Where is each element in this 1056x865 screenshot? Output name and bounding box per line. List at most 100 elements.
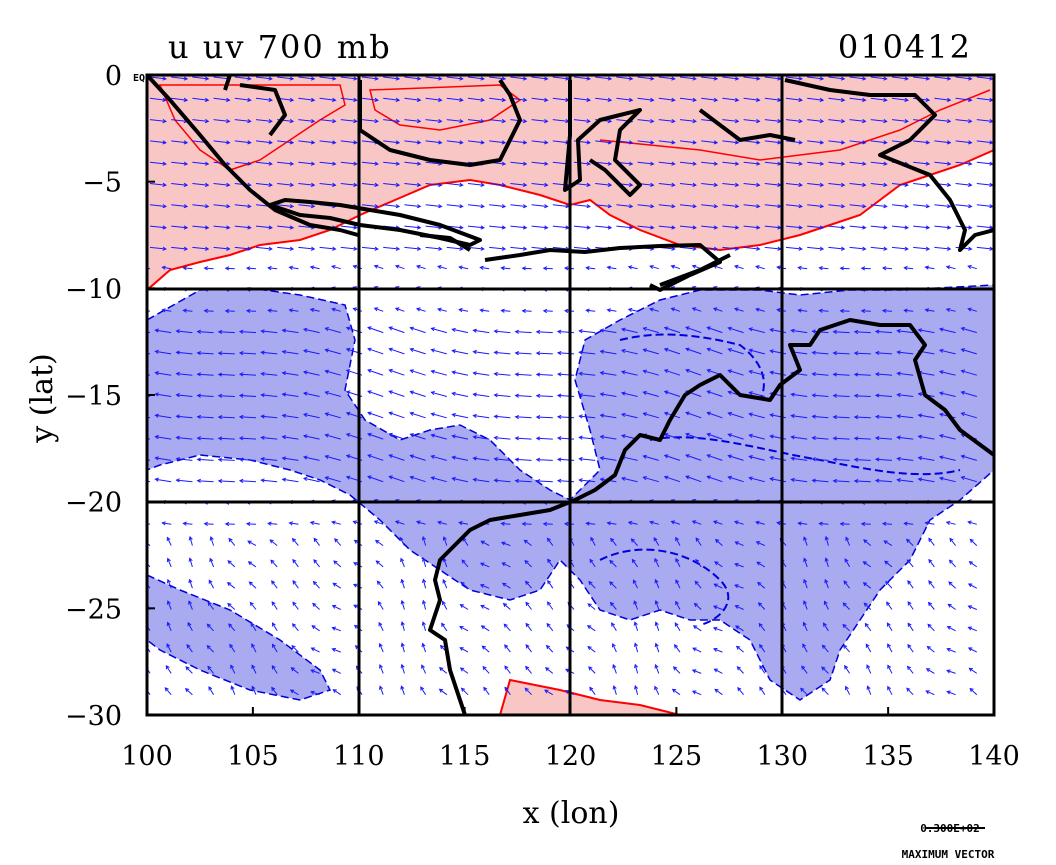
wind-vector-head <box>907 580 912 585</box>
wind-vector <box>968 647 978 653</box>
wind-vector-head <box>394 264 400 269</box>
wind-vector <box>612 664 617 674</box>
wind-vector-head <box>928 558 933 564</box>
wind-vector-head <box>459 204 464 209</box>
wind-vector-head <box>421 664 425 669</box>
wind-vector <box>807 161 824 165</box>
wind-vector-head <box>883 76 888 81</box>
wind-vector-head <box>196 329 202 334</box>
wind-vector-head <box>946 626 952 630</box>
wind-vector <box>261 330 278 334</box>
wind-vector <box>674 622 681 632</box>
wind-vector-head <box>609 601 615 607</box>
wind-vector-head <box>649 307 654 312</box>
wind-vector <box>467 225 484 229</box>
wind-vector <box>395 265 405 270</box>
wind-vector <box>679 97 696 101</box>
wind-vector-head <box>945 520 951 525</box>
wind-vector-head <box>938 476 944 481</box>
wind-vector <box>803 537 808 546</box>
wind-vector <box>749 413 765 419</box>
wind-vector-head <box>514 478 520 484</box>
wind-vector <box>325 413 341 419</box>
wind-vector <box>637 76 654 80</box>
wind-vector <box>361 204 378 207</box>
wind-vector-head <box>367 390 372 395</box>
wind-vector <box>713 605 723 610</box>
wind-vector <box>655 600 660 610</box>
wind-vector-head <box>734 584 739 589</box>
wind-vector <box>907 666 914 674</box>
wind-vector <box>579 330 596 334</box>
wind-vector-head <box>544 76 549 81</box>
wind-vector-head <box>302 349 308 354</box>
wind-vector <box>383 246 400 250</box>
wind-vector-head <box>926 645 931 650</box>
wind-vector-head <box>864 622 869 628</box>
wind-vector <box>654 558 660 568</box>
wind-vector <box>833 437 850 440</box>
wind-vector <box>913 140 930 144</box>
wind-vector-head <box>798 118 803 124</box>
wind-vector-head <box>247 204 252 209</box>
wind-vector-head <box>245 521 251 527</box>
wind-vector-head <box>332 76 337 81</box>
wind-vector-head <box>460 687 466 692</box>
wind-vector <box>425 76 442 80</box>
wind-vector-head <box>522 140 528 145</box>
wind-vector-head <box>217 329 223 335</box>
wind-vector-head <box>247 118 252 124</box>
wind-vector-head <box>607 76 613 81</box>
wind-vector-head <box>585 308 590 313</box>
wind-vector <box>714 561 723 568</box>
wind-vector-head <box>196 414 202 420</box>
wind-vector <box>875 373 893 376</box>
wind-vector <box>590 537 596 546</box>
wind-vector <box>446 76 463 80</box>
wind-vector-head <box>946 204 952 209</box>
wind-vector <box>239 416 257 419</box>
wind-vector-head <box>727 454 732 459</box>
wind-vector <box>255 161 272 165</box>
wind-vector-head <box>819 182 825 188</box>
wind-vector-head <box>226 204 231 209</box>
wind-vector-head <box>395 97 401 102</box>
wind-vector <box>573 76 590 80</box>
wind-vector-head <box>331 307 336 312</box>
wind-vector-head <box>713 647 718 652</box>
wind-vector-head <box>451 327 456 332</box>
wind-vector <box>722 161 739 165</box>
wind-vector-head <box>917 413 923 418</box>
wind-vector-head <box>544 667 550 672</box>
wind-vector-head <box>798 182 803 188</box>
wind-vector <box>714 583 723 589</box>
wind-vector <box>437 308 447 312</box>
wind-vector-head <box>906 687 911 692</box>
wind-vector <box>679 225 696 229</box>
wind-vector-head <box>863 602 868 607</box>
wind-vector <box>870 76 887 80</box>
wind-vector <box>443 536 448 546</box>
wind-vector-head <box>422 578 427 584</box>
wind-vector-head <box>612 685 617 690</box>
wind-vector-head <box>692 647 697 652</box>
wind-vector <box>675 537 681 546</box>
wind-vector-head <box>727 475 732 480</box>
wind-vector <box>825 536 829 546</box>
wind-vector-head <box>692 118 697 124</box>
wind-vector <box>510 140 527 144</box>
wind-vector-head <box>811 393 816 398</box>
wind-vector <box>955 204 972 207</box>
wind-vector-head <box>840 246 846 251</box>
wind-vector <box>489 140 506 144</box>
wind-vector-head <box>388 390 393 395</box>
wind-vector <box>489 183 506 186</box>
wind-vector <box>234 204 251 207</box>
wind-vector-head <box>925 668 931 673</box>
wind-vector-head <box>853 415 859 420</box>
wind-vector <box>573 119 590 122</box>
wind-vector <box>875 352 893 355</box>
wind-vector <box>443 558 448 568</box>
wind-vector-head <box>353 225 358 230</box>
wind-vector <box>595 161 612 165</box>
